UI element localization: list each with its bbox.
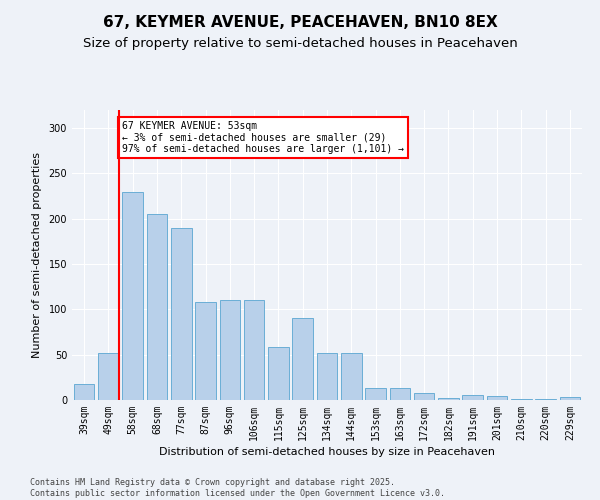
Bar	[341, 353, 362, 400]
Bar	[365, 388, 386, 400]
Bar	[292, 318, 313, 400]
Bar	[122, 192, 143, 400]
Bar	[244, 300, 265, 400]
Bar	[146, 214, 167, 400]
Bar	[171, 228, 191, 400]
X-axis label: Distribution of semi-detached houses by size in Peacehaven: Distribution of semi-detached houses by …	[159, 447, 495, 457]
Text: 67, KEYMER AVENUE, PEACEHAVEN, BN10 8EX: 67, KEYMER AVENUE, PEACEHAVEN, BN10 8EX	[103, 15, 497, 30]
Bar	[511, 399, 532, 400]
Text: Contains HM Land Registry data © Crown copyright and database right 2025.
Contai: Contains HM Land Registry data © Crown c…	[30, 478, 445, 498]
Bar	[268, 348, 289, 400]
Bar	[535, 399, 556, 400]
Text: Size of property relative to semi-detached houses in Peacehaven: Size of property relative to semi-detach…	[83, 38, 517, 51]
Bar	[414, 393, 434, 400]
Bar	[560, 398, 580, 400]
Bar	[487, 396, 508, 400]
Bar	[98, 353, 119, 400]
Bar	[317, 353, 337, 400]
Bar	[74, 384, 94, 400]
Bar	[463, 396, 483, 400]
Bar	[195, 302, 216, 400]
Bar	[438, 398, 459, 400]
Bar	[389, 388, 410, 400]
Bar	[220, 300, 240, 400]
Y-axis label: Number of semi-detached properties: Number of semi-detached properties	[32, 152, 41, 358]
Text: 67 KEYMER AVENUE: 53sqm
← 3% of semi-detached houses are smaller (29)
97% of sem: 67 KEYMER AVENUE: 53sqm ← 3% of semi-det…	[122, 121, 404, 154]
